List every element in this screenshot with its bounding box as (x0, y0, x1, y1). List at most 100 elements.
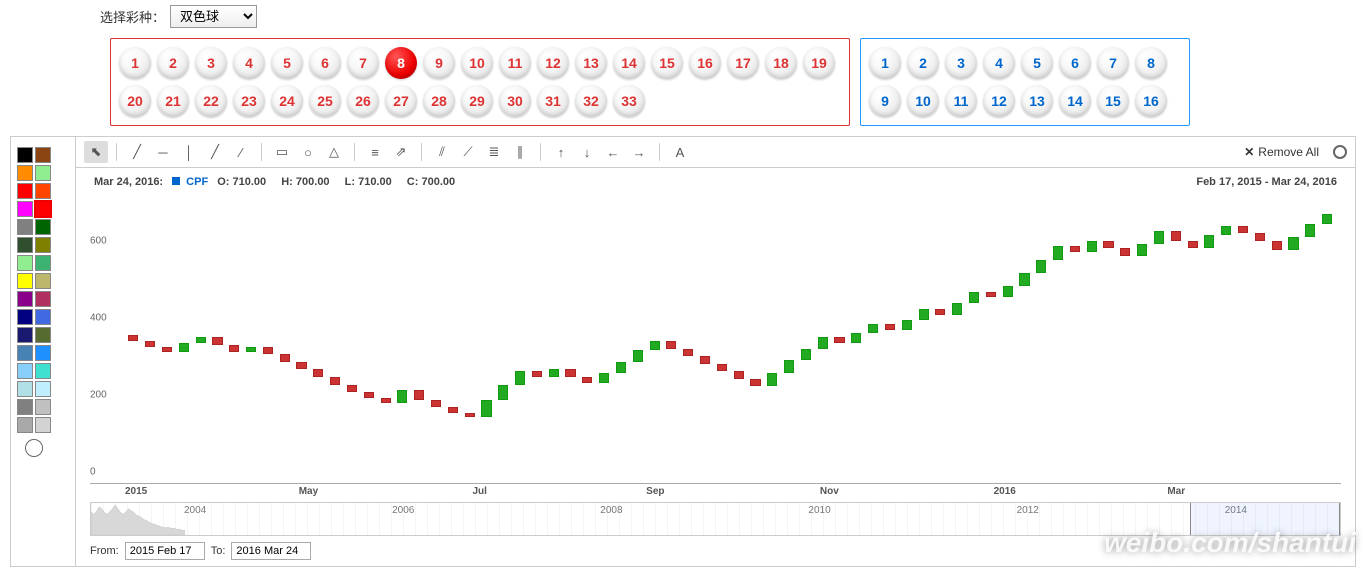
blue-ball-16[interactable]: 16 (1135, 85, 1167, 117)
color-swatch[interactable] (17, 237, 33, 253)
color-swatch[interactable] (17, 417, 33, 433)
blue-ball-4[interactable]: 4 (983, 47, 1015, 79)
color-swatch[interactable] (17, 363, 33, 379)
red-ball-31[interactable]: 31 (537, 85, 569, 117)
arrow-up-icon[interactable]: ↑ (549, 141, 573, 163)
red-ball-32[interactable]: 32 (575, 85, 607, 117)
from-date-input[interactable] (125, 542, 205, 560)
color-swatch[interactable] (35, 309, 51, 325)
color-swatch[interactable] (35, 399, 51, 415)
color-swatch[interactable] (17, 273, 33, 289)
remove-all-button[interactable]: ✕ Remove All (1244, 145, 1319, 159)
color-swatch[interactable] (35, 273, 51, 289)
arrow-right-icon[interactable]: → (627, 141, 651, 163)
color-swatch[interactable] (35, 165, 51, 181)
red-ball-33[interactable]: 33 (613, 85, 645, 117)
line-tool-icon[interactable]: ╱ (125, 141, 149, 163)
red-ball-17[interactable]: 17 (727, 47, 759, 79)
red-ball-15[interactable]: 15 (651, 47, 683, 79)
red-ball-24[interactable]: 24 (271, 85, 303, 117)
color-swatch[interactable] (17, 219, 33, 235)
blue-ball-14[interactable]: 14 (1059, 85, 1091, 117)
red-ball-1[interactable]: 1 (119, 47, 151, 79)
parallel-tool-icon[interactable]: ∥ (508, 141, 532, 163)
red-ball-19[interactable]: 19 (803, 47, 835, 79)
color-swatch[interactable] (35, 219, 51, 235)
vertical-line-tool-icon[interactable]: │ (177, 141, 201, 163)
red-ball-3[interactable]: 3 (195, 47, 227, 79)
color-swatch[interactable] (17, 147, 33, 163)
color-swatch[interactable] (35, 363, 51, 379)
color-swatch[interactable] (35, 183, 51, 199)
red-ball-12[interactable]: 12 (537, 47, 569, 79)
red-ball-10[interactable]: 10 (461, 47, 493, 79)
color-swatch[interactable] (17, 201, 33, 217)
triangle-tool-icon[interactable]: △ (322, 141, 346, 163)
color-swatch[interactable] (35, 255, 51, 271)
cursor-tool-icon[interactable]: ⬉ (84, 141, 108, 163)
color-swatch[interactable] (35, 327, 51, 343)
color-swatch[interactable] (17, 183, 33, 199)
red-ball-30[interactable]: 30 (499, 85, 531, 117)
color-swatch[interactable] (17, 255, 33, 271)
red-ball-9[interactable]: 9 (423, 47, 455, 79)
horizontal-line-tool-icon[interactable]: ─ (151, 141, 175, 163)
arrow-down-icon[interactable]: ↓ (575, 141, 599, 163)
red-ball-2[interactable]: 2 (157, 47, 189, 79)
red-ball-28[interactable]: 28 (423, 85, 455, 117)
pitchfork-tool-icon[interactable]: ⇗ (389, 141, 413, 163)
blue-ball-13[interactable]: 13 (1021, 85, 1053, 117)
fibonacci-tool-icon[interactable]: ⫽ (430, 141, 454, 163)
red-ball-13[interactable]: 13 (575, 47, 607, 79)
red-ball-5[interactable]: 5 (271, 47, 303, 79)
color-swatch[interactable] (35, 417, 51, 433)
ray-tool-icon[interactable]: ╱ (203, 141, 227, 163)
blue-ball-12[interactable]: 12 (983, 85, 1015, 117)
red-ball-8[interactable]: 8 (385, 47, 417, 79)
text-tool-icon[interactable]: A (668, 141, 692, 163)
color-swatch[interactable] (17, 309, 33, 325)
red-ball-25[interactable]: 25 (309, 85, 341, 117)
blue-ball-5[interactable]: 5 (1021, 47, 1053, 79)
red-ball-6[interactable]: 6 (309, 47, 341, 79)
color-swatch[interactable] (35, 147, 51, 163)
channel-tool-icon[interactable]: ≡ (363, 141, 387, 163)
blue-ball-2[interactable]: 2 (907, 47, 939, 79)
red-ball-4[interactable]: 4 (233, 47, 265, 79)
color-swatch[interactable] (17, 327, 33, 343)
red-ball-7[interactable]: 7 (347, 47, 379, 79)
blue-ball-7[interactable]: 7 (1097, 47, 1129, 79)
red-ball-18[interactable]: 18 (765, 47, 797, 79)
color-swatch[interactable] (17, 381, 33, 397)
reset-color-icon[interactable] (25, 439, 43, 457)
red-ball-16[interactable]: 16 (689, 47, 721, 79)
blue-ball-11[interactable]: 11 (945, 85, 977, 117)
color-swatch[interactable] (35, 291, 51, 307)
blue-ball-3[interactable]: 3 (945, 47, 977, 79)
red-ball-22[interactable]: 22 (195, 85, 227, 117)
color-swatch[interactable] (35, 345, 51, 361)
blue-ball-15[interactable]: 15 (1097, 85, 1129, 117)
blue-ball-9[interactable]: 9 (869, 85, 901, 117)
red-ball-11[interactable]: 11 (499, 47, 531, 79)
levels-tool-icon[interactable]: ≣ (482, 141, 506, 163)
red-ball-27[interactable]: 27 (385, 85, 417, 117)
color-swatch[interactable] (35, 381, 51, 397)
red-ball-23[interactable]: 23 (233, 85, 265, 117)
color-swatch[interactable] (35, 201, 51, 217)
red-ball-26[interactable]: 26 (347, 85, 379, 117)
indicator-toggle-icon[interactable] (1333, 145, 1347, 159)
rectangle-tool-icon[interactable]: ▭ (270, 141, 294, 163)
color-swatch[interactable] (17, 291, 33, 307)
color-swatch[interactable] (17, 345, 33, 361)
color-swatch[interactable] (35, 237, 51, 253)
color-swatch[interactable] (17, 165, 33, 181)
blue-ball-6[interactable]: 6 (1059, 47, 1091, 79)
segment-tool-icon[interactable]: ⁄ (229, 141, 253, 163)
arrow-left-icon[interactable]: ← (601, 141, 625, 163)
color-swatch[interactable] (17, 399, 33, 415)
red-ball-20[interactable]: 20 (119, 85, 151, 117)
to-date-input[interactable] (231, 542, 311, 560)
lottery-dropdown[interactable]: 双色球 (170, 5, 257, 28)
red-ball-21[interactable]: 21 (157, 85, 189, 117)
